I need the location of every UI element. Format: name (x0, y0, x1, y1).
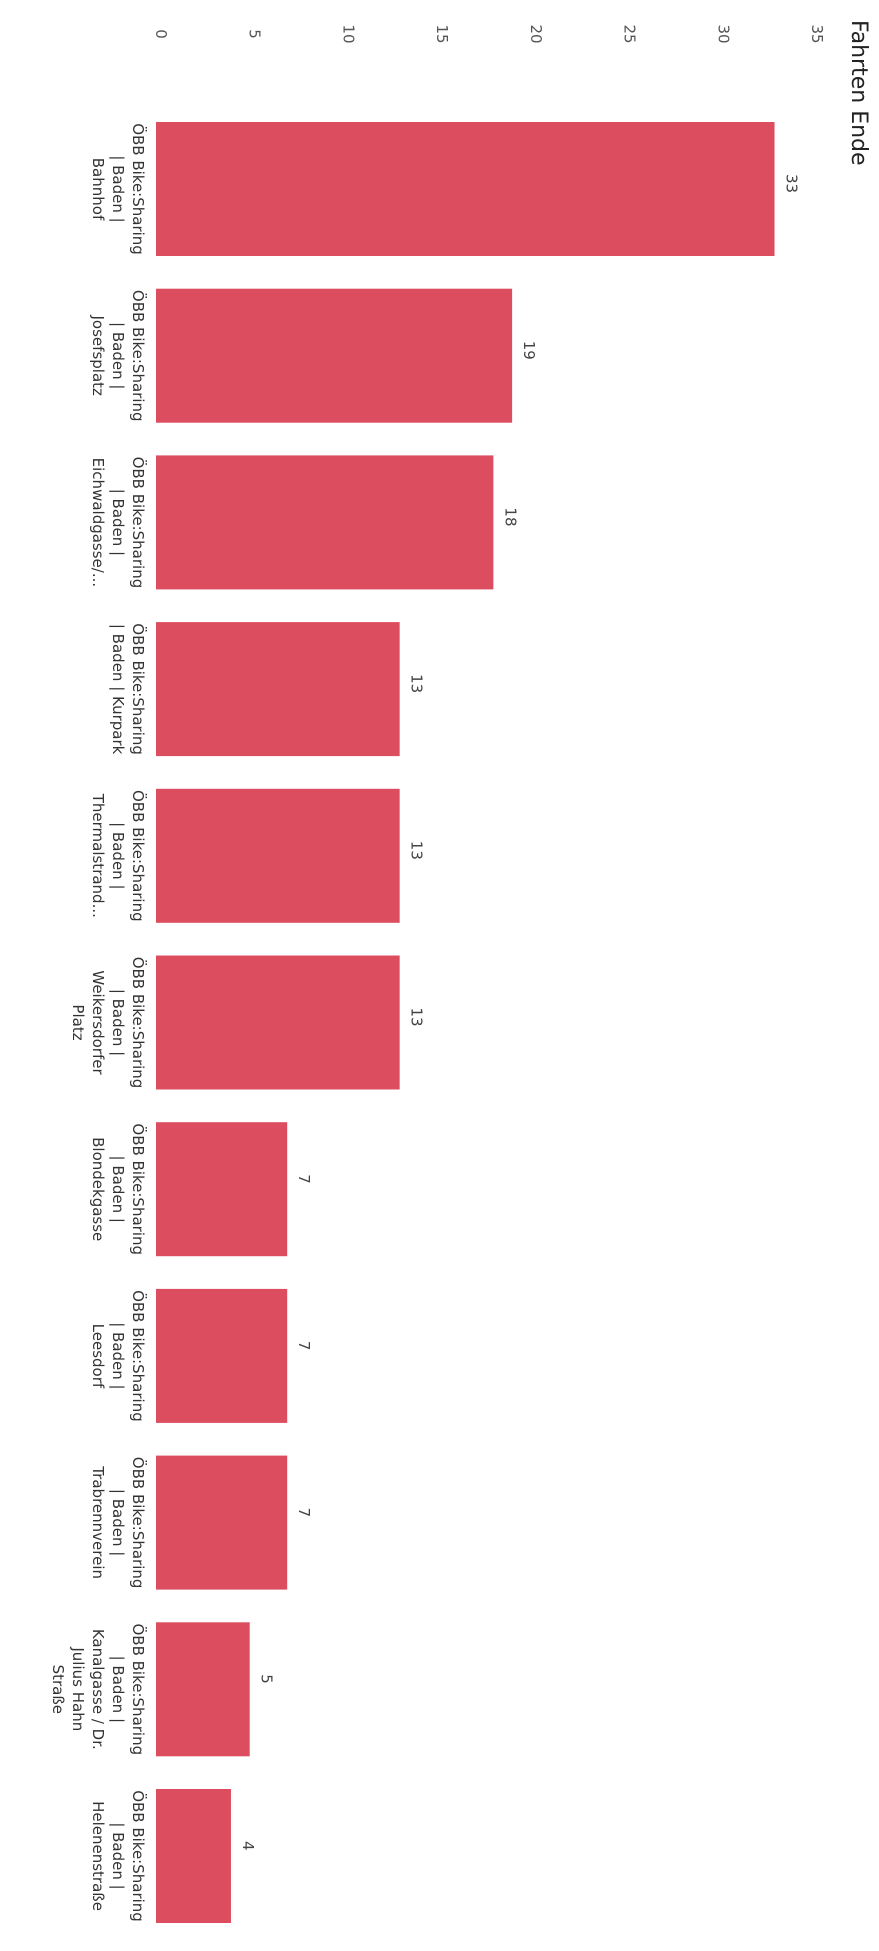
category-label: ÖBB Bike:Sharing (129, 1790, 148, 1922)
category-label: | Baden | (109, 155, 127, 222)
data-label: 5 (258, 1674, 276, 1684)
category-label: | Baden | (109, 1322, 127, 1389)
category-label: | Baden | (109, 989, 127, 1056)
data-label: 7 (295, 1341, 313, 1351)
bar[interactable] (156, 788, 400, 923)
value-tick-label: 25 (621, 24, 639, 43)
data-label: 7 (295, 1174, 313, 1184)
value-tick-label: 35 (808, 24, 826, 43)
category-label: ÖBB Bike:Sharing (129, 1290, 148, 1422)
value-tick-label: 20 (527, 24, 545, 43)
value-tick-label: 5 (246, 29, 264, 39)
data-label: 13 (408, 841, 426, 860)
value-tick-label: 0 (152, 29, 170, 39)
category-label: ÖBB Bike:Sharing (129, 790, 148, 922)
category-label: Helenenstraße (89, 1801, 107, 1911)
category-label: ÖBB Bike:Sharing (129, 290, 148, 422)
bars (156, 122, 775, 1923)
category-label: Blondekgasse (89, 1137, 107, 1241)
category-label: | Baden | (109, 322, 127, 389)
value-axis: 0 5 10 15 20 25 30 35 (152, 24, 826, 43)
data-label: 13 (408, 1008, 426, 1027)
category-label: | Baden | (109, 1489, 127, 1556)
category-label: ÖBB Bike:Sharing (129, 123, 148, 255)
data-label: 4 (239, 1841, 257, 1851)
bar[interactable] (156, 1288, 288, 1423)
value-tick-label: 15 (433, 24, 451, 43)
category-label: Kanalgasse / Dr. (89, 1629, 107, 1750)
category-label: ÖBB Bike:Sharing (129, 1623, 148, 1755)
value-tick-label: 10 (339, 24, 357, 43)
chart-title: Fahrten Ende (846, 20, 871, 166)
category-label: Weikersdorfer (89, 970, 107, 1075)
category-label: Thermalstrand... (89, 793, 107, 918)
bar[interactable] (156, 122, 775, 256)
category-label: ÖBB Bike:Sharing (129, 623, 148, 755)
category-label: Trabrennverein (89, 1465, 107, 1579)
bar[interactable] (156, 1455, 288, 1590)
category-label: Platz (69, 1004, 87, 1040)
category-label: Josefsplatz (89, 315, 107, 397)
bar[interactable] (156, 455, 494, 590)
data-label: 13 (408, 674, 426, 693)
category-label: Bahnhof (89, 158, 107, 221)
bar[interactable] (156, 955, 400, 1090)
data-label: 19 (520, 341, 538, 360)
bar[interactable] (156, 1789, 231, 1923)
bar[interactable] (156, 288, 513, 423)
bar[interactable] (156, 1622, 250, 1757)
category-label: | Baden | (109, 1822, 127, 1889)
category-label: | Baden | (109, 489, 127, 556)
category-label: | Baden | Kurpark (109, 624, 127, 755)
value-tick-label: 30 (714, 24, 732, 43)
data-label: 7 (295, 1508, 313, 1518)
data-label: 33 (783, 174, 801, 193)
bar[interactable] (156, 622, 400, 757)
category-label: Leesdorf (89, 1324, 107, 1389)
category-label: Eichwaldgasse/... (89, 458, 107, 587)
data-label: 18 (501, 507, 519, 526)
category-label: | Baden | (109, 822, 127, 889)
category-label: ÖBB Bike:Sharing (129, 957, 148, 1089)
data-labels: 33 19 18 13 13 13 7 7 7 5 4 (239, 174, 801, 1851)
category-label: ÖBB Bike:Sharing (129, 1457, 148, 1589)
category-label: | Baden | (109, 1656, 127, 1723)
category-label: Straße (49, 1665, 67, 1714)
category-label: ÖBB Bike:Sharing (129, 1123, 148, 1255)
category-label: ÖBB Bike:Sharing (129, 457, 148, 589)
category-label: | Baden | (109, 1156, 127, 1223)
bar[interactable] (156, 1122, 288, 1257)
category-label: Julius Hahn (69, 1646, 87, 1731)
